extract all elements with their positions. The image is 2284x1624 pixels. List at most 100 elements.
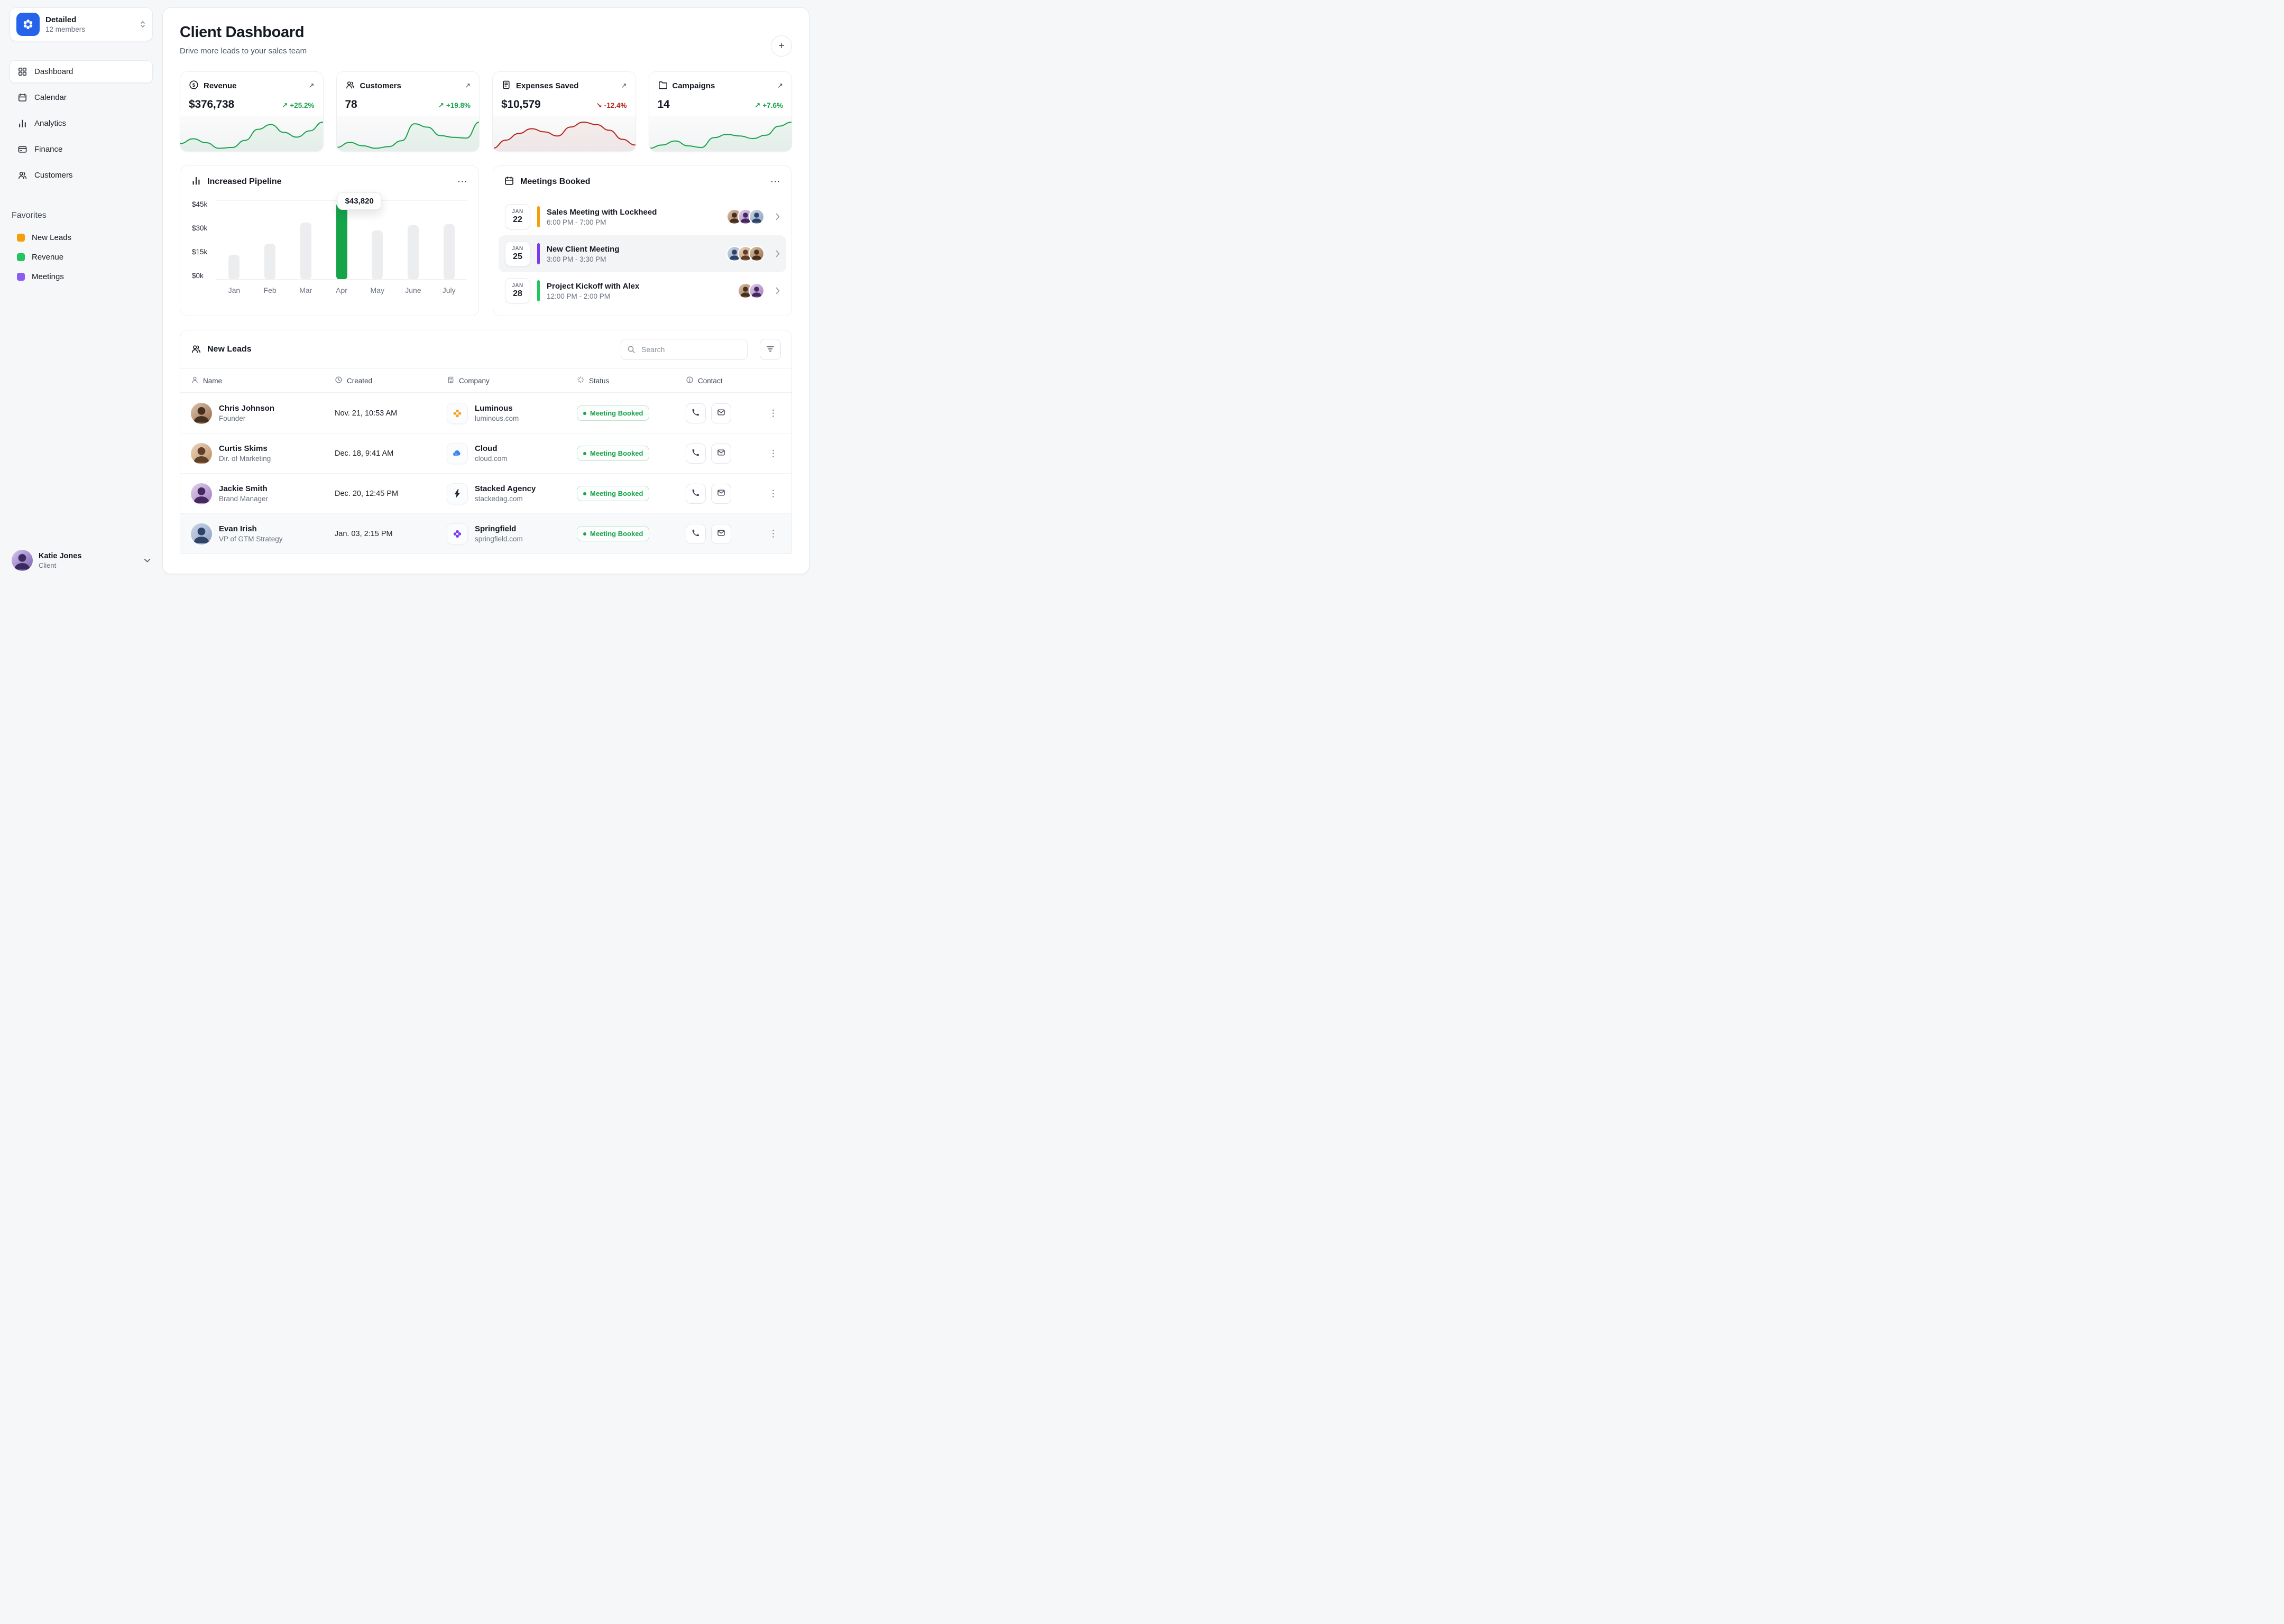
- meeting-month: JAN: [512, 283, 523, 289]
- row-menu-icon[interactable]: ⋮: [769, 408, 778, 418]
- open-link-icon[interactable]: ↗: [777, 81, 783, 89]
- stat-label: Revenue: [204, 81, 237, 90]
- favorites-list: New Leads Revenue Meetings: [10, 228, 153, 287]
- sidebar-item-label: Finance: [34, 145, 63, 154]
- open-link-icon[interactable]: ↗: [621, 81, 627, 89]
- pipeline-bar[interactable]: [372, 230, 383, 280]
- stat-label: Customers: [360, 81, 401, 90]
- meetings-card: Meetings Booked ⋯ JAN 22 Sales Meeting w…: [493, 165, 792, 316]
- lead-role: Brand Manager: [219, 495, 269, 503]
- meeting-info: New Client Meeting 3:00 PM - 3:30 PM: [547, 245, 620, 263]
- meeting-row[interactable]: JAN 22 Sales Meeting with Lockheed 6:00 …: [499, 198, 786, 235]
- open-link-icon[interactable]: ↗: [308, 81, 315, 89]
- pipeline-bar[interactable]: [228, 255, 240, 280]
- favorite-item-revenue[interactable]: Revenue: [10, 247, 153, 267]
- row-menu-icon[interactable]: ⋮: [769, 528, 778, 539]
- meeting-info: Project Kickoff with Alex 12:00 PM - 2:0…: [547, 282, 639, 300]
- filter-button[interactable]: [760, 339, 781, 360]
- folder-icon: [658, 80, 668, 91]
- sidebar-item-dashboard[interactable]: Dashboard: [10, 60, 153, 83]
- user-meta: Katie Jones Client: [39, 552, 81, 569]
- call-button[interactable]: [686, 483, 706, 504]
- chart-plot-area: $43,820: [216, 192, 467, 280]
- column-header-status: Status: [577, 376, 686, 385]
- attendee-avatar: [749, 209, 765, 225]
- pipeline-bar[interactable]: [407, 225, 419, 280]
- open-link-icon[interactable]: ↗: [465, 81, 471, 89]
- meeting-title: Project Kickoff with Alex: [547, 281, 640, 291]
- card-title: Meetings Booked: [520, 177, 591, 186]
- meeting-row[interactable]: JAN 25 New Client Meeting 3:00 PM - 3:30…: [499, 235, 786, 272]
- sparkline-revenue: [180, 116, 323, 151]
- lead-row: Jackie Smith Brand Manager Dec. 20, 12:4…: [180, 473, 791, 513]
- column-label: Contact: [698, 376, 723, 385]
- lead-created: Jan. 03, 2:15 PM: [335, 529, 393, 538]
- call-button[interactable]: [686, 403, 706, 423]
- status-badge: Meeting Booked: [577, 526, 650, 541]
- meeting-color-bar: [537, 280, 540, 301]
- lead-created: Dec. 20, 12:45 PM: [335, 489, 399, 498]
- company-domain: cloud.com: [475, 455, 508, 463]
- email-button[interactable]: [711, 403, 731, 423]
- sidebar-item-analytics[interactable]: Analytics: [10, 112, 153, 135]
- sidebar-item-finance[interactable]: Finance: [10, 138, 153, 161]
- column-label: Company: [459, 376, 490, 385]
- user-menu[interactable]: Katie Jones Client: [10, 547, 153, 574]
- lead-status-cell: Meeting Booked: [577, 405, 686, 421]
- status-dot-icon: [583, 532, 586, 536]
- attendee-avatars: [726, 209, 765, 225]
- workspace-name: Detailed: [45, 15, 77, 24]
- lead-company-cell: Cloud cloud.com: [447, 442, 577, 464]
- add-button[interactable]: +: [771, 35, 792, 57]
- favorite-label: Meetings: [32, 272, 64, 281]
- workspace-switcher[interactable]: Detailed 12 members: [10, 7, 153, 41]
- meeting-row[interactable]: JAN 28 Project Kickoff with Alex 12:00 P…: [499, 272, 786, 309]
- chevron-down-icon: [144, 558, 151, 563]
- pipeline-bar[interactable]: [300, 222, 311, 280]
- lead-company-cell: Stacked Agency stackedag.com: [447, 483, 577, 504]
- more-options-icon[interactable]: ⋯: [770, 176, 781, 187]
- lead-role: VP of GTM Strategy: [219, 535, 283, 543]
- pipeline-bar[interactable]: [264, 243, 276, 280]
- favorite-item-new-leads[interactable]: New Leads: [10, 228, 153, 247]
- y-axis-label: $0k: [192, 272, 204, 280]
- phone-icon: [692, 529, 700, 539]
- lead-name: Evan Irish: [219, 524, 257, 533]
- phone-icon: [692, 488, 700, 499]
- lead-name: Chris Johnson: [219, 404, 275, 413]
- pipeline-bar[interactable]: [443, 224, 455, 280]
- favorite-item-meetings[interactable]: Meetings: [10, 267, 153, 287]
- stat-value: 14: [657, 98, 670, 110]
- sidebar-item-label: Calendar: [34, 93, 67, 102]
- email-button[interactable]: [711, 443, 731, 464]
- row-menu-icon[interactable]: ⋮: [769, 488, 778, 499]
- pipeline-bar-highlighted[interactable]: [336, 202, 347, 280]
- lead-row: Curtis Skims Dir. of Marketing Dec. 18, …: [180, 433, 791, 473]
- call-button[interactable]: [686, 523, 706, 544]
- lead-company-cell: Luminous luminous.com: [447, 402, 577, 424]
- card-title: New Leads: [207, 345, 252, 354]
- email-button[interactable]: [711, 523, 731, 544]
- sidebar-item-calendar[interactable]: Calendar: [10, 86, 153, 109]
- favorite-color-swatch: [17, 234, 25, 242]
- card-title: Increased Pipeline: [207, 177, 282, 186]
- people-icon: [17, 170, 27, 180]
- page-header: Client Dashboard Drive more leads to you…: [180, 24, 792, 57]
- stat-delta: ↗ +7.6%: [754, 102, 783, 110]
- stat-value: 78: [345, 98, 357, 110]
- sidebar-item-customers[interactable]: Customers: [10, 164, 153, 187]
- row-menu-icon[interactable]: ⋮: [769, 448, 778, 458]
- stat-delta: ↗ +25.2%: [282, 102, 314, 110]
- favorite-label: Revenue: [32, 253, 64, 262]
- email-button[interactable]: [711, 483, 731, 504]
- search-icon: [627, 345, 636, 354]
- meeting-title: Sales Meeting with Lockheed: [547, 207, 657, 217]
- call-button[interactable]: [686, 443, 706, 464]
- cloud-icon: [447, 442, 468, 464]
- status-dot-icon: [583, 411, 586, 415]
- search-input[interactable]: [621, 339, 748, 360]
- more-options-icon[interactable]: ⋯: [457, 176, 468, 187]
- filter-icon: [766, 345, 775, 354]
- lead-role: Founder: [219, 414, 246, 422]
- chart-tooltip: $43,820: [337, 192, 382, 210]
